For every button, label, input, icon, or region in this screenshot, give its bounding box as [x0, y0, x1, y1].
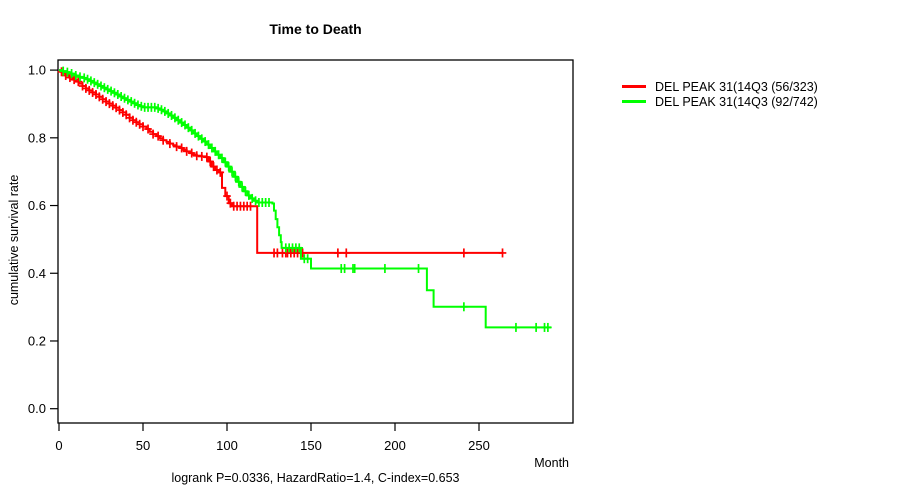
chart-title: Time to Death	[269, 21, 362, 37]
y-axis-title: cumulative survival rate	[7, 174, 21, 306]
x-axis-title: Month	[534, 456, 569, 470]
x-tick-label: 250	[468, 438, 490, 453]
censor-marks-0	[57, 67, 507, 258]
plot-box	[57, 59, 574, 424]
y-tick-label: 0.8	[28, 130, 46, 145]
y-tick-label: 0.0	[28, 401, 46, 416]
x-tick-label: 50	[136, 438, 150, 453]
y-tick-label: 0.4	[28, 266, 46, 281]
legend-label-series-1: DEL PEAK 31(14Q3 (92/742)	[655, 94, 818, 109]
survival-curve-1	[59, 69, 552, 329]
x-tick-label: 150	[300, 438, 322, 453]
legend-item: DEL PEAK 31(14Q3 (56/323)	[622, 79, 818, 94]
legend-label-series-0: DEL PEAK 31(14Q3 (56/323)	[655, 79, 818, 94]
censor-marks-1	[59, 66, 552, 332]
stats-annotation: logrank P=0.0336, HazardRatio=1.4, C-ind…	[171, 471, 460, 485]
x-tick-label: 100	[216, 438, 238, 453]
legend-line-series-1	[622, 100, 646, 103]
y-tick-label: 1.0	[28, 63, 46, 78]
legend-line-series-0	[622, 85, 646, 88]
y-tick-label: 0.2	[28, 333, 46, 348]
legend: DEL PEAK 31(14Q3 (56/323) DEL PEAK 31(14…	[622, 79, 818, 109]
x-tick-label: 0	[55, 438, 62, 453]
x-tick-label: 200	[384, 438, 406, 453]
y-tick-label: 0.6	[28, 198, 46, 213]
legend-item: DEL PEAK 31(14Q3 (92/742)	[622, 94, 818, 109]
